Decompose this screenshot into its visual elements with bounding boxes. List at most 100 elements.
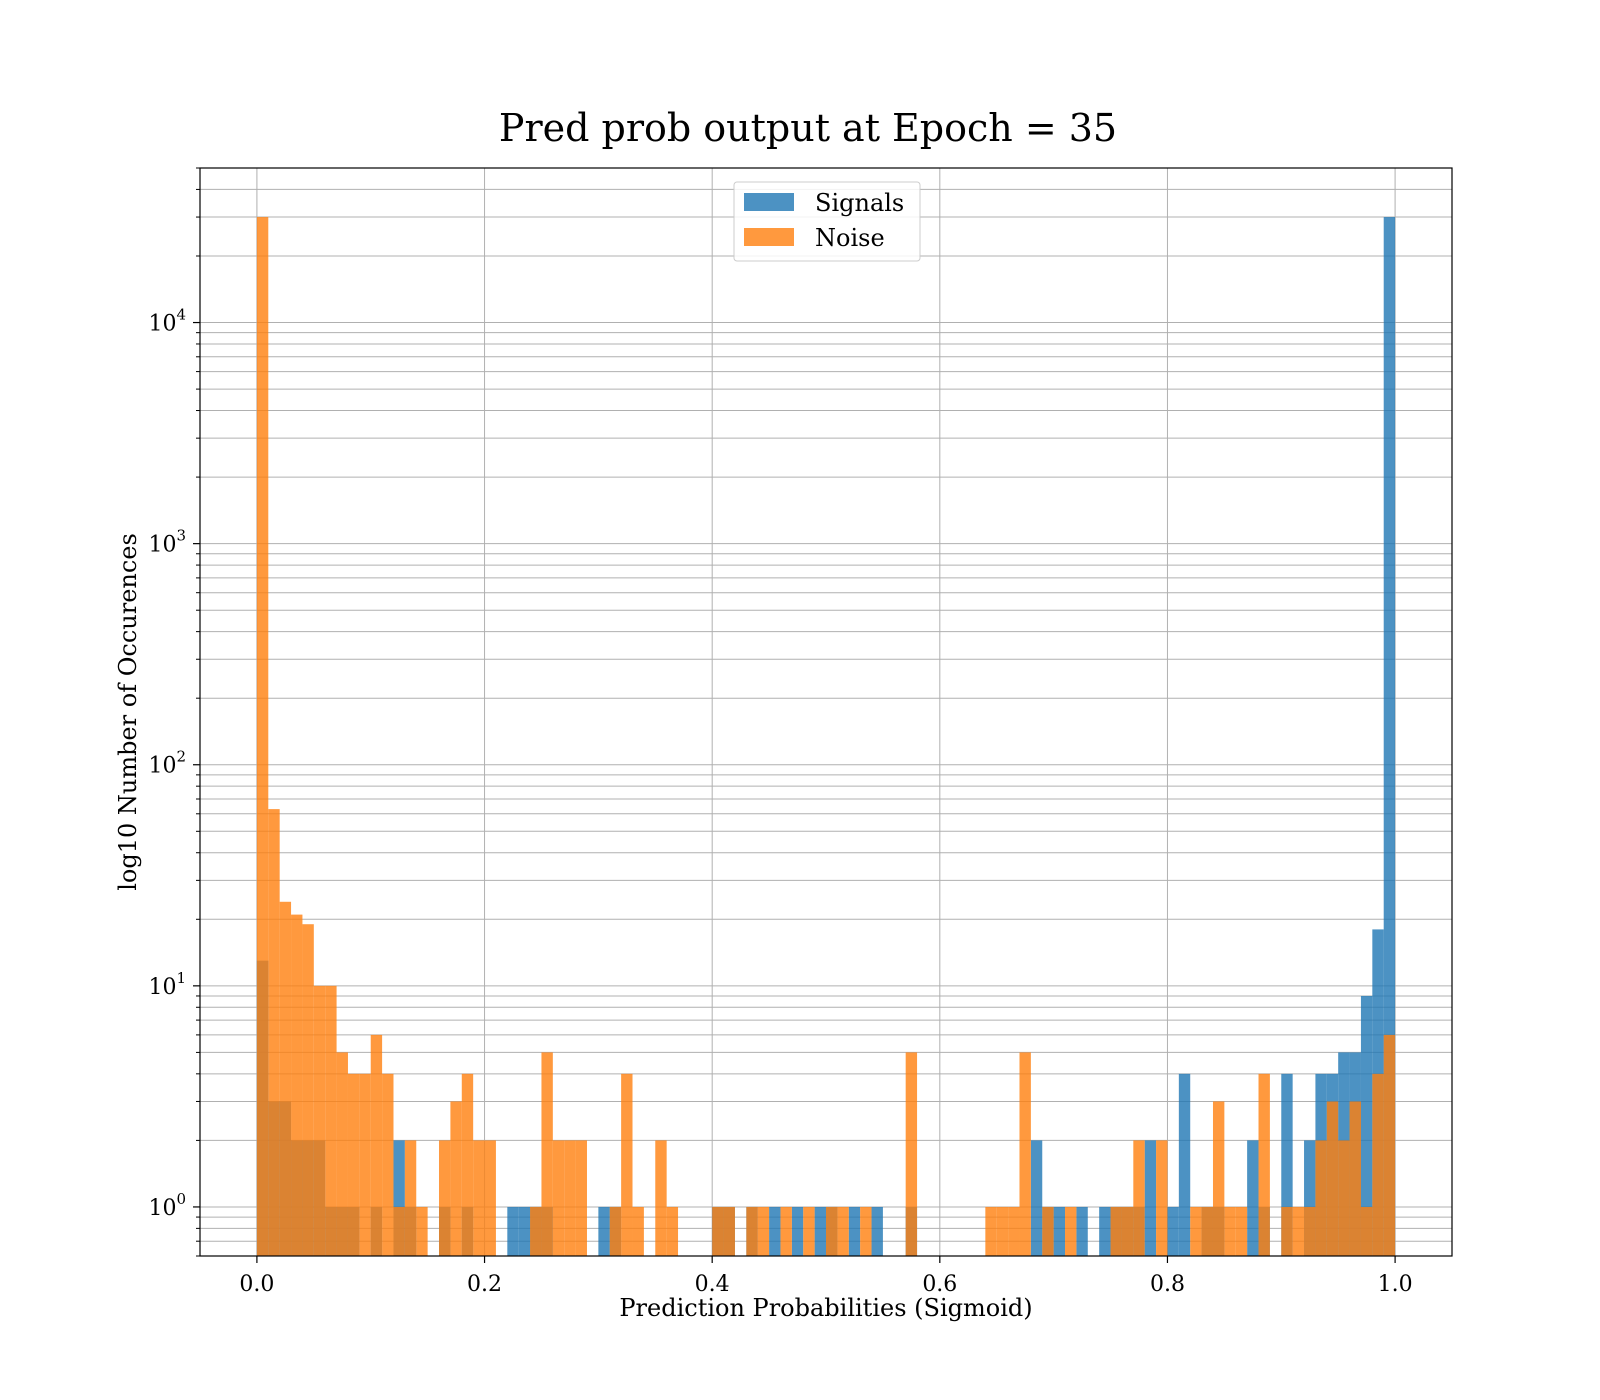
x-axis-ticks: 0.0 0.2 0.4 0.6 0.8 1.0 xyxy=(239,1256,1413,1297)
chart-title: Pred prob output at Epoch = 35 xyxy=(499,106,1117,150)
bar-noise-25 xyxy=(609,1206,622,1256)
bar-noise-39 xyxy=(905,1052,918,1256)
bar-signals-15 xyxy=(518,1206,531,1256)
bar-noise-31 xyxy=(723,1206,735,1256)
bar-signals-30 xyxy=(1030,1140,1043,1256)
bar-noise-58 xyxy=(1304,1206,1316,1256)
y-tick-label-4: 104 xyxy=(148,306,186,337)
bar-noise-38 xyxy=(860,1206,872,1256)
bar-noise-12 xyxy=(393,1206,405,1256)
legend-label-signals: Signals xyxy=(815,189,904,217)
bar-noise-59 xyxy=(1315,1140,1327,1256)
bar-signals-34 xyxy=(1099,1206,1111,1256)
bar-noise-16 xyxy=(450,1101,462,1256)
x-tick-label-3: 0.6 xyxy=(922,1272,957,1297)
bar-signals-25 xyxy=(814,1206,826,1256)
y-tick-label-3: 103 xyxy=(148,527,186,558)
bar-noise-15 xyxy=(439,1140,451,1256)
plot-frame xyxy=(199,167,1453,1257)
bar-noise-63 xyxy=(1360,1206,1373,1256)
x-tick-label-4: 0.8 xyxy=(1150,1272,1185,1297)
bar-noise-26 xyxy=(621,1073,633,1256)
bar-noise-46 xyxy=(1110,1206,1122,1256)
bar-noise-33 xyxy=(757,1206,770,1256)
x-tick-label-1: 0.2 xyxy=(467,1272,502,1297)
bar-noise-55 xyxy=(1258,1073,1270,1256)
bar-signals-23 xyxy=(769,1206,781,1256)
bar-noise-11 xyxy=(382,1073,394,1256)
bar-signals-32 xyxy=(1053,1206,1066,1256)
y-axis-label: log10 Number of Occurences xyxy=(114,533,142,891)
bar-noise-21 xyxy=(541,1052,553,1256)
bar-noise-42 xyxy=(1008,1206,1020,1256)
y-tick-label-1: 101 xyxy=(148,969,186,1000)
bar-noise-37 xyxy=(837,1206,849,1256)
legend-swatch-signals xyxy=(744,193,794,211)
bar-noise-10 xyxy=(370,1034,383,1256)
bar-signals-40 xyxy=(1178,1073,1191,1256)
bar-noise-8 xyxy=(347,1073,360,1256)
x-tick-label-0: 0.0 xyxy=(239,1272,274,1297)
bar-noise-53 xyxy=(1224,1206,1236,1256)
bar-noise-13 xyxy=(404,1140,417,1256)
bar-noise-5 xyxy=(313,985,326,1256)
bar-signals-43 xyxy=(1247,1140,1259,1256)
legend-swatch-noise xyxy=(744,228,794,246)
bar-noise-20 xyxy=(530,1206,542,1256)
bar-noise-36 xyxy=(826,1206,838,1256)
bar-noise-57 xyxy=(1292,1206,1305,1256)
bar-signals-14 xyxy=(507,1206,519,1256)
bars-noise xyxy=(256,217,1396,1257)
bar-signals-39 xyxy=(1167,1206,1179,1256)
x-axis-label: Prediction Probabilities (Sigmoid) xyxy=(619,1294,1032,1322)
y-axis-ticks: 100 101 102 103 104 xyxy=(148,167,200,1257)
bar-signals-51 xyxy=(1360,995,1373,1256)
bar-noise-61 xyxy=(1338,1140,1350,1256)
legend: Signals Noise xyxy=(733,181,921,262)
bar-noise-29 xyxy=(666,1206,679,1256)
bar-noise-17 xyxy=(461,1073,474,1256)
bar-signals-10 xyxy=(393,1140,405,1256)
bar-noise-56 xyxy=(1281,1206,1293,1256)
bar-noise-49 xyxy=(1156,1140,1168,1256)
bar-noise-27 xyxy=(632,1206,644,1256)
bar-signals-33 xyxy=(1076,1206,1088,1256)
y-tick-label-0: 100 xyxy=(148,1190,186,1221)
bar-noise-40 xyxy=(985,1206,997,1256)
bar-noise-44 xyxy=(1042,1206,1054,1256)
bar-noise-2 xyxy=(279,901,292,1256)
bar-noise-22 xyxy=(552,1140,565,1256)
bar-noise-62 xyxy=(1349,1101,1361,1256)
bar-noise-65 xyxy=(1383,1034,1396,1256)
bar-noise-43 xyxy=(1019,1052,1031,1256)
bar-noise-47 xyxy=(1121,1206,1134,1256)
bar-noise-28 xyxy=(655,1140,667,1256)
bar-noise-54 xyxy=(1235,1206,1248,1256)
bar-noise-30 xyxy=(712,1206,724,1256)
bar-signals-27 xyxy=(848,1206,861,1256)
bar-noise-14 xyxy=(416,1206,428,1256)
bar-signals-53 xyxy=(1383,217,1396,1257)
bar-noise-23 xyxy=(564,1140,576,1256)
bar-noise-9 xyxy=(359,1073,371,1256)
bar-noise-32 xyxy=(746,1206,758,1256)
bar-noise-52 xyxy=(1212,1101,1225,1256)
bar-noise-48 xyxy=(1133,1140,1145,1256)
bar-noise-0 xyxy=(256,217,269,1257)
legend-label-noise: Noise xyxy=(815,224,885,252)
bar-signals-28 xyxy=(871,1206,883,1256)
bar-noise-34 xyxy=(780,1206,792,1256)
bar-noise-45 xyxy=(1065,1206,1077,1256)
bar-noise-64 xyxy=(1372,1073,1384,1256)
bar-noise-1 xyxy=(268,809,280,1256)
bar-noise-7 xyxy=(336,1052,348,1256)
y-tick-label-2: 102 xyxy=(148,748,186,779)
bar-noise-24 xyxy=(575,1140,587,1256)
x-tick-label-5: 1.0 xyxy=(1378,1272,1413,1297)
bar-signals-24 xyxy=(791,1206,804,1256)
bar-signals-18 xyxy=(598,1206,610,1256)
bar-noise-19 xyxy=(484,1140,496,1256)
bar-signals-46 xyxy=(1304,1140,1316,1256)
bar-noise-35 xyxy=(803,1206,815,1256)
